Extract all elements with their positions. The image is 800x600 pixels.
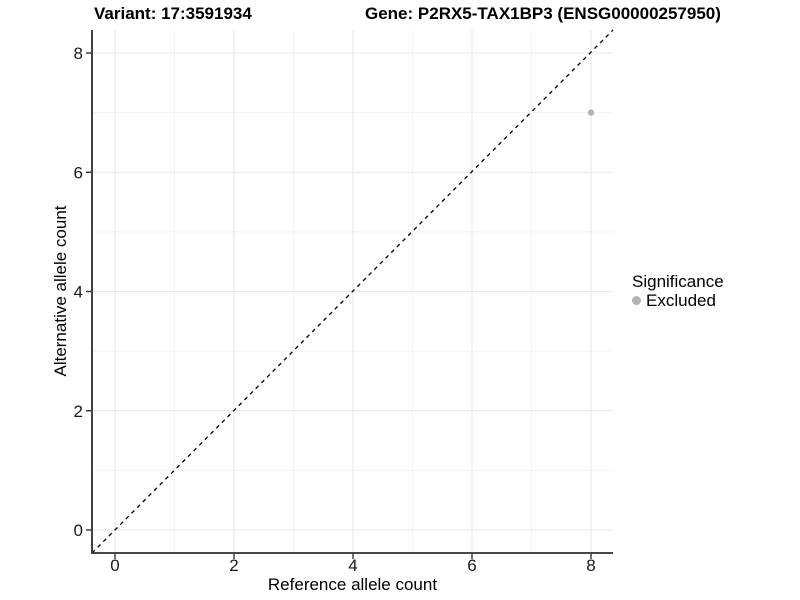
y-tick-label: 0 bbox=[74, 521, 83, 540]
x-tick-label: 4 bbox=[348, 556, 357, 575]
y-tick-label: 8 bbox=[74, 44, 83, 63]
x-tick-label: 6 bbox=[467, 556, 476, 575]
legend-key-dot-icon bbox=[632, 296, 641, 305]
axis-lines bbox=[91, 30, 613, 554]
x-tick-label: 2 bbox=[229, 556, 238, 575]
legend-title: Significance bbox=[632, 272, 724, 291]
gene-title: Gene: P2RX5-TAX1BP3 (ENSG00000257950) bbox=[365, 4, 721, 23]
variant-title: Variant: 17:3591934 bbox=[94, 4, 252, 23]
x-axis-title: Reference allele count bbox=[267, 575, 438, 594]
y-axis-title: Alternative allele count bbox=[51, 205, 70, 377]
identity-line bbox=[91, 29, 614, 554]
legend-item-label: Excluded bbox=[646, 290, 716, 310]
x-tick-label: 8 bbox=[586, 556, 595, 575]
y-tick-label: 6 bbox=[74, 163, 83, 182]
legend-item-excluded: Excluded bbox=[632, 291, 724, 310]
y-tick-label: 2 bbox=[74, 402, 83, 421]
data-point bbox=[587, 109, 595, 116]
x-tick-label: 0 bbox=[110, 556, 119, 575]
y-tick-label: 4 bbox=[74, 283, 83, 302]
legend: Significance Excluded bbox=[632, 272, 724, 310]
